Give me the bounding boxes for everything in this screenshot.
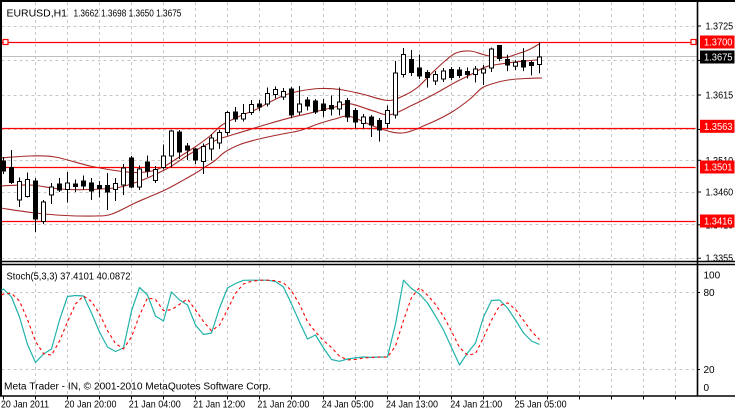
- svg-text:1.3615: 1.3615: [706, 91, 734, 102]
- svg-text:100: 100: [704, 270, 721, 281]
- svg-text:21 Jan 20:00: 21 Jan 20:00: [257, 400, 309, 411]
- svg-text:25 Jan 05:00: 25 Jan 05:00: [515, 400, 567, 411]
- svg-text:21 Jan 04:00: 21 Jan 04:00: [129, 400, 181, 411]
- svg-text:1.3460: 1.3460: [706, 188, 734, 199]
- svg-text:20 Jan 2011: 20 Jan 2011: [1, 400, 49, 411]
- svg-text:0: 0: [704, 383, 710, 394]
- svg-text:1.3501: 1.3501: [704, 163, 733, 174]
- svg-text:Stoch(5,3,3) 37.4101 40.0872: Stoch(5,3,3) 37.4101 40.0872: [7, 272, 131, 283]
- svg-text:1.3675: 1.3675: [704, 53, 733, 64]
- svg-text:Meta Trader - IN, © 2001-2010: Meta Trader - IN, © 2001-2010 MetaQuotes…: [4, 382, 271, 393]
- svg-text:24 Jan 05:00: 24 Jan 05:00: [322, 400, 374, 411]
- svg-text:1.3416: 1.3416: [704, 217, 733, 228]
- svg-text:20 Jan 20:00: 20 Jan 20:00: [65, 400, 117, 411]
- svg-text:24 Jan 21:00: 24 Jan 21:00: [450, 400, 502, 411]
- svg-text:EURUSD,H1: EURUSD,H1: [7, 8, 68, 20]
- svg-text:1.3725: 1.3725: [706, 22, 734, 33]
- svg-text:1.3355: 1.3355: [706, 254, 734, 265]
- svg-text:1.3563: 1.3563: [704, 122, 733, 133]
- svg-text:1.3700: 1.3700: [704, 38, 733, 49]
- svg-text:80: 80: [704, 288, 716, 299]
- svg-text:20: 20: [704, 365, 716, 376]
- svg-text:21 Jan 12:00: 21 Jan 12:00: [193, 400, 245, 411]
- svg-text:24 Jan 13:00: 24 Jan 13:00: [386, 400, 438, 411]
- svg-text:1.3662 1.3698 1.3650 1.3675: 1.3662 1.3698 1.3650 1.3675: [74, 9, 182, 20]
